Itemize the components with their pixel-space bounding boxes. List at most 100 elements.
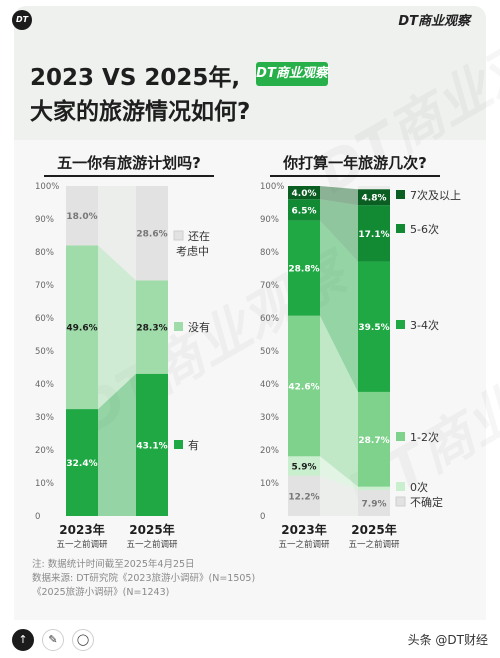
category-label: 2023年 — [59, 522, 104, 537]
chart1-title: 五一你有旅游计划吗? — [44, 152, 214, 177]
brand-name: DT商业观察 — [398, 14, 470, 29]
bar-segment — [358, 489, 390, 516]
chart1-title-text: 五一你有旅游计划吗? — [57, 154, 201, 172]
y-tick-label: 70% — [260, 281, 279, 291]
note-line: 注: 数据统计时间截至2025年4月25日 — [32, 559, 195, 570]
data-label: 6.5% — [292, 206, 317, 216]
y-tick-label: 0 — [260, 512, 265, 522]
legend-swatch — [395, 496, 406, 507]
y-tick-label: 50% — [35, 347, 54, 357]
data-label: 28.8% — [288, 265, 319, 275]
bar-segment — [288, 186, 320, 200]
y-tick-label: 20% — [35, 446, 54, 456]
y-tick-label: 10% — [35, 479, 54, 489]
legend-label: 0次 — [410, 480, 428, 494]
note-line: 数据来源: DT研究院《2023旅游小调研》(N=1505) — [32, 573, 256, 584]
data-label: 18.0% — [66, 212, 97, 222]
data-label: 4.8% — [362, 194, 387, 204]
data-label: 42.6% — [288, 382, 319, 392]
bar-segment — [136, 373, 168, 516]
bar-connector — [320, 456, 358, 490]
y-tick-label: 40% — [260, 380, 279, 390]
bar-segment — [66, 409, 98, 516]
legend-label: 1-2次 — [410, 430, 439, 444]
data-label: 7.9% — [362, 499, 387, 509]
source-label: 头条 @DT财经 — [407, 633, 488, 647]
legend-swatch — [174, 322, 183, 331]
legend-label: 不确定 — [410, 495, 443, 509]
bar-segment — [358, 261, 390, 392]
chart2-title-underline — [270, 175, 440, 177]
bar-connector — [98, 245, 136, 410]
arrow-up-icon[interactable]: ↑ — [12, 629, 34, 651]
y-tick-label: 100% — [35, 182, 59, 192]
bar-segment — [288, 315, 320, 457]
note-line: 《2025旅游小调研》(N=1243) — [32, 587, 170, 598]
y-tick-label: 80% — [260, 248, 279, 258]
dt-logo-icon: DT — [12, 10, 32, 30]
page-title-line1: 2023 VS 2025年, — [30, 65, 241, 91]
y-tick-label: 20% — [260, 446, 279, 456]
legend-swatch — [396, 224, 405, 233]
bar-segment — [66, 186, 98, 246]
data-label: 43.1% — [136, 441, 167, 451]
y-tick-label: 90% — [260, 215, 279, 225]
bar-segment — [288, 220, 320, 316]
bar-connector — [320, 199, 358, 262]
edit-icon[interactable]: ✎ — [42, 629, 64, 651]
chart2-title-text: 你打算一年旅游几次? — [283, 154, 427, 172]
legend-label: 7次及以上 — [410, 188, 461, 202]
data-label: 28.6% — [136, 230, 167, 240]
legend-swatch — [396, 320, 405, 329]
y-tick-label: 60% — [260, 314, 279, 324]
bar-segment — [358, 391, 390, 487]
bar-connector — [320, 475, 358, 516]
y-tick-label: 30% — [260, 413, 279, 423]
bar-connector — [320, 220, 358, 392]
bar-segment — [288, 456, 320, 476]
bar-segment — [288, 475, 320, 516]
legend-swatch — [173, 230, 184, 241]
legend-label: 3-4次 — [410, 318, 439, 332]
y-tick-label: 90% — [35, 215, 54, 225]
legend-swatch — [396, 432, 405, 441]
chart1-title-underline — [44, 175, 214, 177]
legend-label: 还在 — [188, 230, 210, 243]
y-tick-label: 80% — [35, 248, 54, 258]
legend-label: 有 — [188, 438, 199, 452]
data-label: 28.3% — [136, 324, 167, 334]
bar-segment — [358, 486, 390, 490]
legend-swatch — [396, 482, 405, 491]
y-tick-label: 10% — [260, 479, 279, 489]
bar-segment — [358, 189, 390, 206]
category-label: 2025年 — [351, 522, 396, 537]
bar-segment — [136, 186, 168, 281]
bar-segment — [66, 245, 98, 410]
bar-connector — [320, 186, 358, 206]
y-tick-label: 30% — [35, 413, 54, 423]
brand-badge: DT商业观察 — [256, 62, 328, 86]
data-label: 49.6% — [66, 324, 97, 334]
chart2-title: 你打算一年旅游几次? — [270, 152, 440, 177]
notes: 注: 数据统计时间截至2025年4月25日 数据来源: DT研究院《2023旅游… — [32, 558, 255, 600]
y-tick-label: 100% — [260, 182, 284, 192]
bar-segment — [358, 205, 390, 262]
legend-label: 没有 — [188, 320, 210, 334]
data-label: 12.2% — [288, 492, 319, 502]
y-tick-label: 60% — [35, 314, 54, 324]
page-title-line2: 大家的旅游情况如何? — [30, 99, 251, 125]
bottom-toolbar: ↑ ✎ ◯ 头条 @DT财经 — [0, 620, 500, 658]
bar-segment — [288, 199, 320, 221]
comment-icon[interactable]: ◯ — [72, 629, 94, 651]
legend-swatch — [396, 190, 405, 199]
y-tick-label: 0 — [35, 512, 40, 522]
category-sublabel: 五一之前调研 — [348, 539, 400, 550]
category-label: 2025年 — [129, 522, 174, 537]
category-sublabel: 五一之前调研 — [278, 539, 330, 550]
y-tick-label: 50% — [260, 347, 279, 357]
legend-label: 考虑中 — [176, 245, 209, 258]
legend-label: 5-6次 — [410, 222, 439, 236]
